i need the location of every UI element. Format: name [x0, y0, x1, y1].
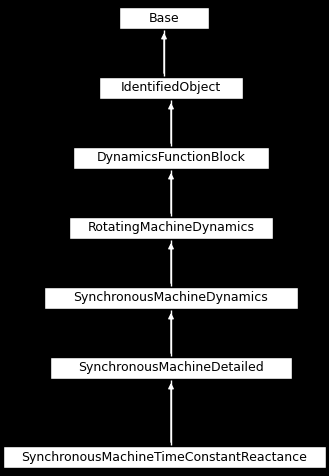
- Bar: [99, 77, 243, 99]
- Text: SynchronousMachineDetailed: SynchronousMachineDetailed: [78, 361, 264, 375]
- Text: SynchronousMachineTimeConstantReactance: SynchronousMachineTimeConstantReactance: [21, 450, 307, 464]
- Bar: [3, 446, 325, 468]
- Bar: [119, 7, 209, 29]
- Bar: [50, 357, 292, 379]
- Bar: [69, 217, 273, 239]
- Bar: [44, 287, 298, 309]
- Text: RotatingMachineDynamics: RotatingMachineDynamics: [88, 221, 255, 235]
- Text: SynchronousMachineDynamics: SynchronousMachineDynamics: [74, 291, 268, 305]
- Bar: [73, 147, 269, 169]
- Text: DynamicsFunctionBlock: DynamicsFunctionBlock: [97, 151, 245, 165]
- Text: IdentifiedObject: IdentifiedObject: [121, 81, 221, 95]
- Text: Base: Base: [149, 11, 179, 24]
